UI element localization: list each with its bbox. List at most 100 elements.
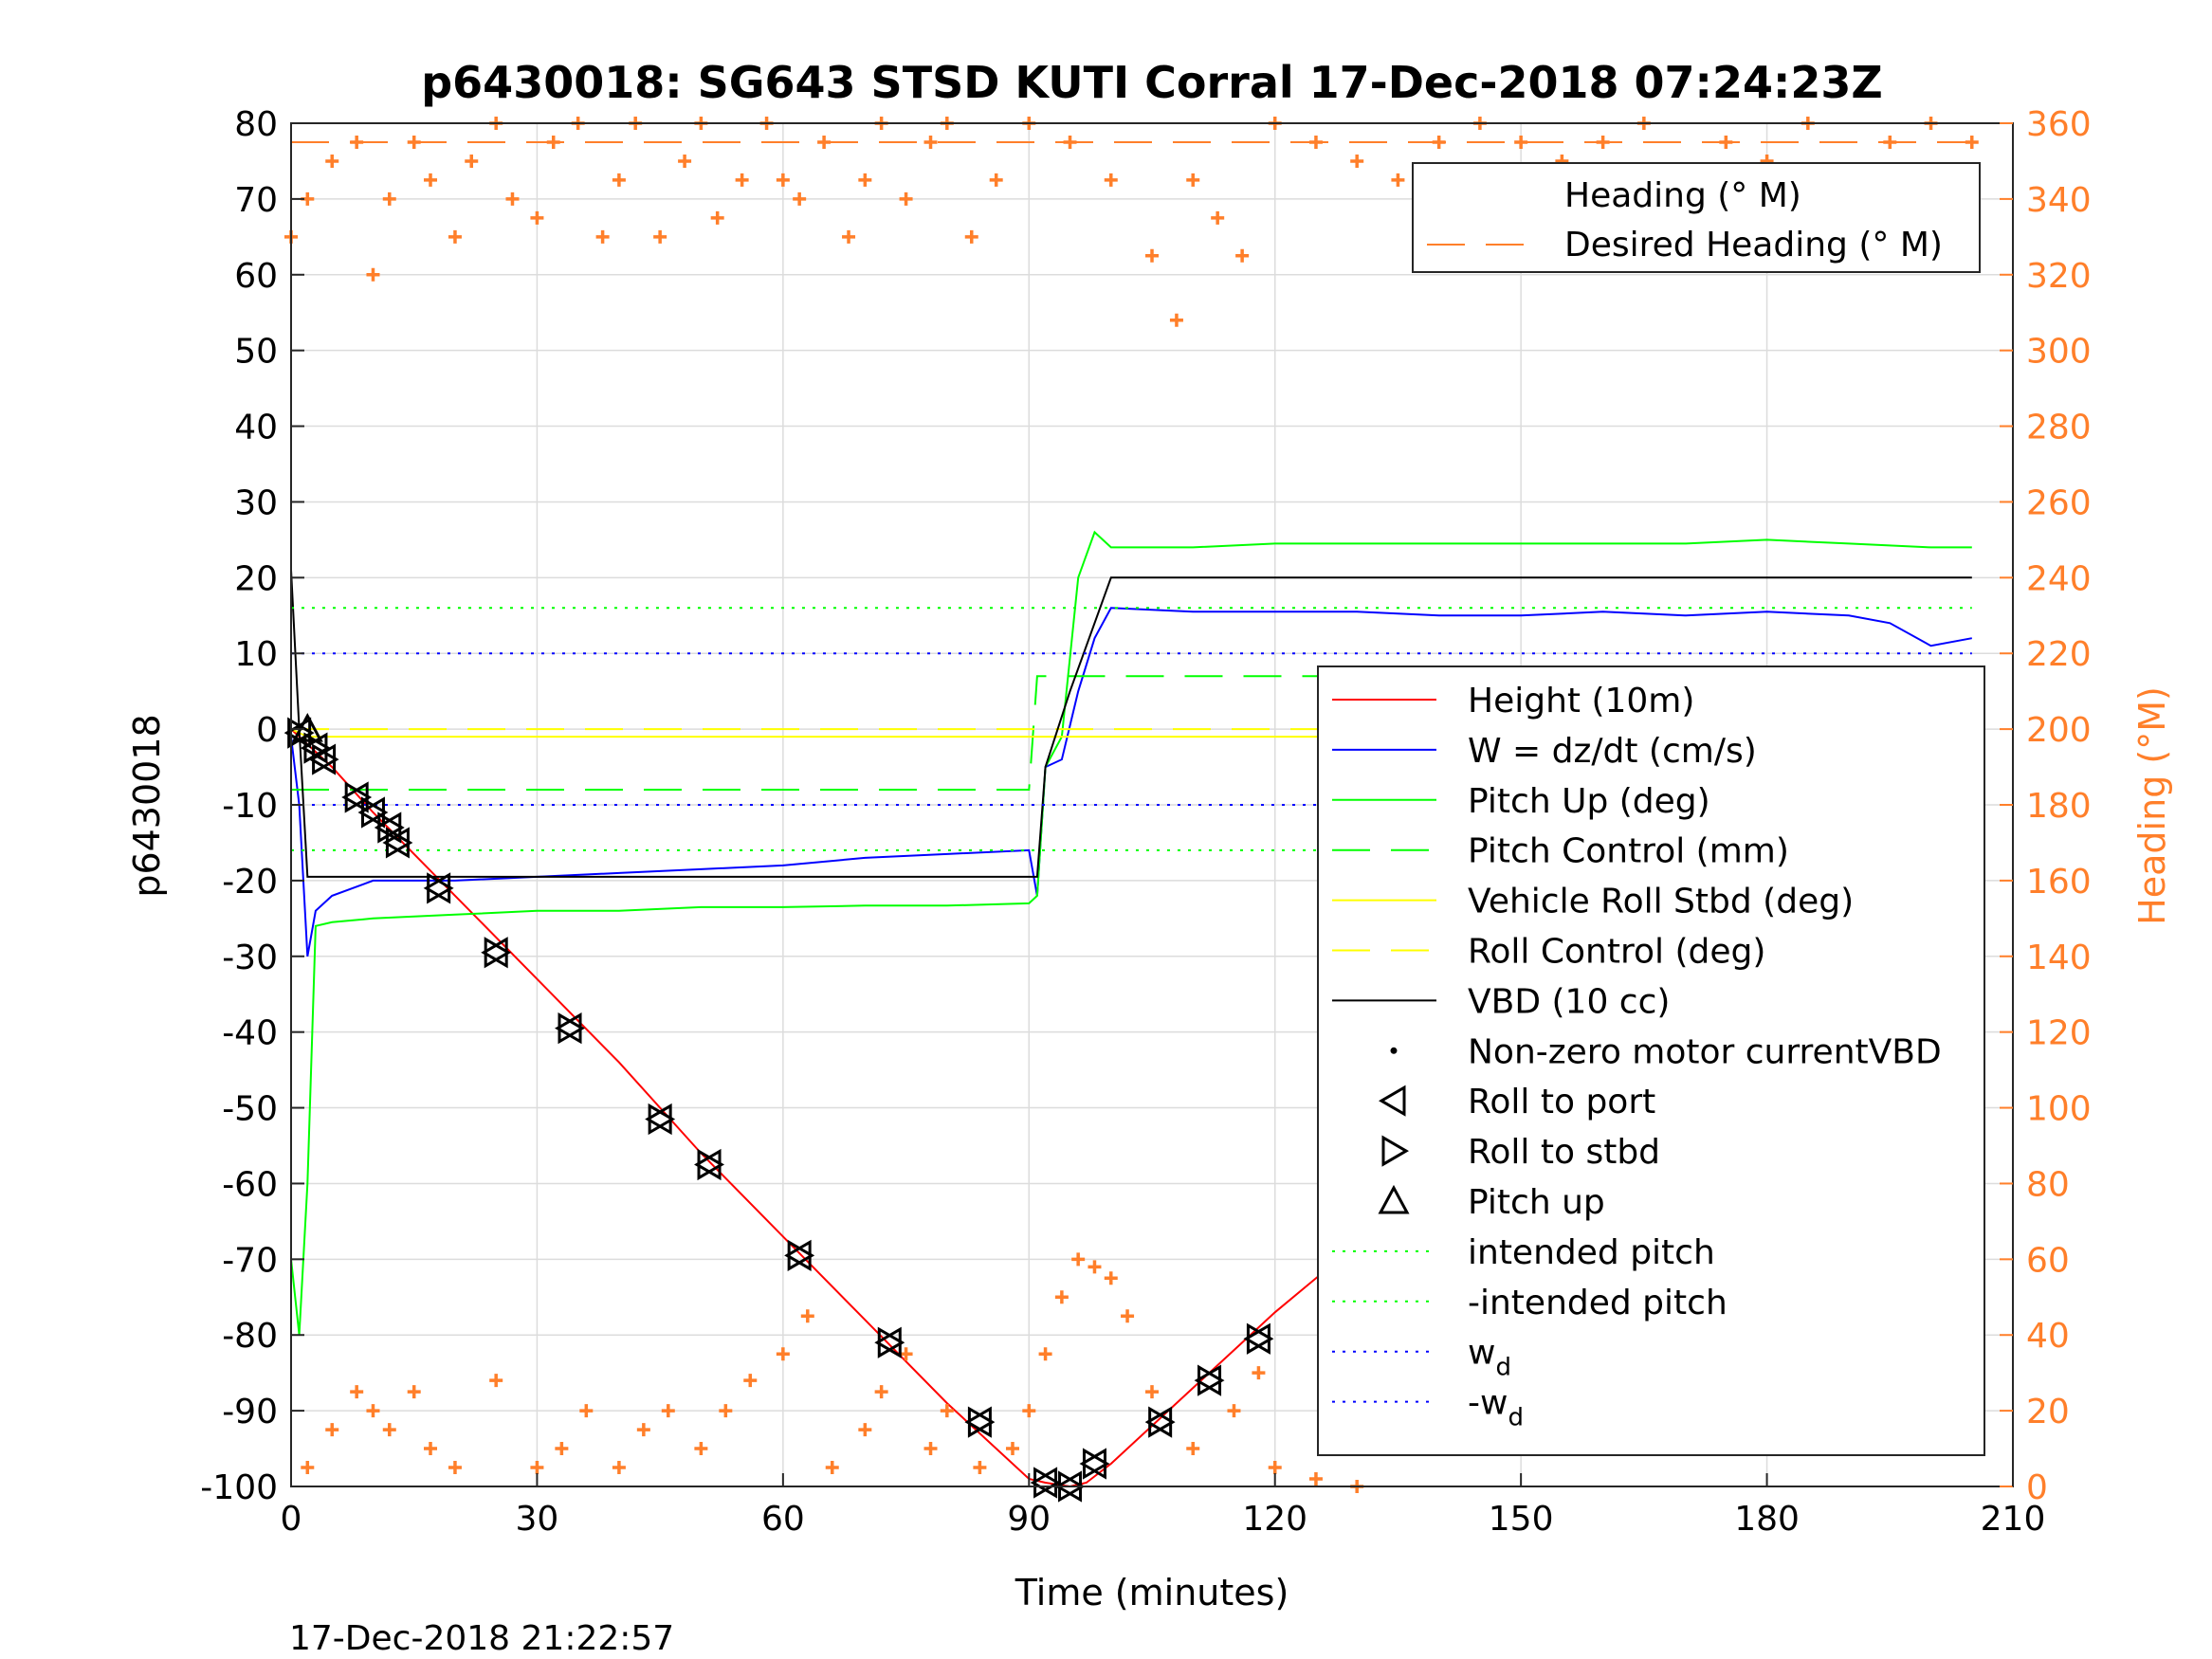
heading-point bbox=[1145, 1385, 1159, 1399]
heading-point bbox=[1308, 1472, 1323, 1486]
heading-point bbox=[1186, 1442, 1200, 1456]
y-right-tick-label: 120 bbox=[2026, 1014, 2092, 1053]
roll-to-stbd-marker bbox=[385, 827, 413, 859]
heading-point bbox=[555, 1442, 569, 1456]
left-axis-ticks: -100-90-80-70-60-50-40-30-20-10010203040… bbox=[200, 105, 304, 1507]
legend-swatch-point bbox=[1390, 1047, 1398, 1054]
heading-point bbox=[710, 210, 724, 225]
y-right-tick-label: 340 bbox=[2026, 181, 2092, 220]
heading-point bbox=[1514, 135, 1528, 149]
legend-label-subscript: d bbox=[1495, 1354, 1511, 1382]
heading-point bbox=[694, 1442, 708, 1456]
heading-point bbox=[899, 191, 913, 206]
heading-point bbox=[579, 1404, 594, 1418]
heading-point bbox=[366, 267, 380, 282]
roll-to-stbd-marker bbox=[360, 796, 389, 829]
legend-top-label: Heading (° M) bbox=[1564, 176, 1801, 215]
series-line bbox=[290, 570, 1972, 878]
y-right-tick-label: 200 bbox=[2026, 711, 2092, 750]
chart-title: p6430018: SG643 STSD KUTI Corral 17-Dec-… bbox=[421, 57, 1882, 108]
heading-point bbox=[842, 229, 856, 244]
y-axis-label: p6430018 bbox=[126, 714, 168, 897]
heading-point bbox=[825, 1461, 839, 1475]
legend-top: Heading (° M) Desired Heading (° M) bbox=[1412, 162, 1981, 273]
heading-point bbox=[1350, 154, 1364, 168]
heading-point bbox=[448, 229, 462, 244]
heading-point bbox=[964, 229, 978, 244]
x-axis-label: Time (minutes) bbox=[1015, 1572, 1289, 1613]
series-line bbox=[290, 607, 1972, 957]
y-axis-label-right: Heading (°M) bbox=[2131, 686, 2173, 925]
footer-timestamp: 17-Dec-2018 21:22:57 bbox=[289, 1619, 674, 1658]
y-tick-label: -100 bbox=[200, 1468, 278, 1507]
y-right-tick-label: 80 bbox=[2026, 1165, 2070, 1204]
roll-to-stbd-marker bbox=[877, 1326, 905, 1358]
roll-to-stbd-marker bbox=[1246, 1322, 1274, 1355]
heading-point bbox=[1121, 1309, 1135, 1323]
y-tick-label: -10 bbox=[222, 787, 278, 826]
roll-to-stbd-marker bbox=[1033, 1467, 1061, 1499]
y-tick-label: -20 bbox=[222, 863, 278, 902]
y-tick-label: -30 bbox=[222, 939, 278, 977]
heading-point bbox=[505, 191, 520, 206]
heading-point bbox=[661, 1404, 675, 1418]
y-right-tick-label: 40 bbox=[2026, 1317, 2070, 1356]
legend-label: Roll Control (deg) bbox=[1468, 933, 1765, 972]
heading-point bbox=[1005, 1442, 1019, 1456]
heading-point bbox=[793, 191, 807, 206]
x-tick-label: 60 bbox=[761, 1500, 805, 1539]
y-right-tick-label: 20 bbox=[2026, 1393, 2070, 1431]
heading-point bbox=[1104, 173, 1118, 187]
x-tick-label: 120 bbox=[1242, 1500, 1307, 1539]
y-tick-label: 50 bbox=[234, 333, 278, 372]
heading-point bbox=[1071, 1252, 1086, 1267]
bottom-axis-ticks: 0 30 60 90 120 150 180 210 bbox=[281, 1473, 2045, 1539]
roll-to-stbd-marker bbox=[1148, 1406, 1176, 1438]
heading-point bbox=[776, 1347, 790, 1361]
legend-label: -intended pitch bbox=[1468, 1284, 1728, 1322]
y-right-tick-label: 260 bbox=[2026, 483, 2092, 522]
heading-point bbox=[743, 1374, 758, 1388]
legend-label: Vehicle Roll Stbd (deg) bbox=[1468, 883, 1854, 921]
heading-point bbox=[1719, 135, 1733, 149]
heading-point bbox=[874, 1385, 888, 1399]
heading-point bbox=[350, 135, 364, 149]
heading-point bbox=[1965, 135, 1979, 149]
heading-point bbox=[1227, 1404, 1241, 1418]
y-tick-label: -80 bbox=[222, 1317, 278, 1356]
heading-point bbox=[1063, 135, 1077, 149]
x-tick-label: 180 bbox=[1734, 1500, 1800, 1539]
heading-point bbox=[973, 1461, 987, 1475]
roll-to-stbd-marker bbox=[344, 781, 373, 813]
legend-label: intended pitch bbox=[1468, 1233, 1715, 1272]
heading-point bbox=[1432, 135, 1446, 149]
roll-to-stbd-marker bbox=[558, 1012, 585, 1045]
heading-point bbox=[366, 1404, 380, 1418]
legend-label: W = dz/dt (cm/s) bbox=[1468, 732, 1757, 771]
heading-point bbox=[1211, 210, 1225, 225]
heading-point bbox=[1252, 1366, 1266, 1380]
heading-point bbox=[407, 135, 421, 149]
heading-point bbox=[1169, 313, 1183, 327]
heading-point bbox=[489, 1374, 503, 1388]
y-tick-label: 10 bbox=[234, 635, 278, 674]
legend-label: Non-zero motor currentVBD bbox=[1468, 1032, 1942, 1071]
heading-point bbox=[989, 173, 1003, 187]
y-tick-label: 70 bbox=[234, 181, 278, 220]
heading-point bbox=[1088, 1260, 1102, 1274]
legend-main-box bbox=[1317, 665, 1985, 1456]
legend-main: Height (10m) W = dz/dt (cm/s) Pitch Up (de… bbox=[1317, 665, 1985, 1456]
y-tick-label: 30 bbox=[234, 483, 278, 522]
roll-to-stbd-marker bbox=[484, 937, 512, 969]
legend-label: Pitch Up (deg) bbox=[1468, 782, 1710, 821]
legend-label: Pitch up bbox=[1468, 1183, 1605, 1222]
roll-to-stbd-marker bbox=[787, 1239, 815, 1271]
y-right-tick-label: 240 bbox=[2026, 559, 2092, 598]
heading-point bbox=[653, 229, 667, 244]
roll-to-stbd-marker bbox=[967, 1406, 996, 1438]
heading-point bbox=[899, 1347, 913, 1361]
heading-point bbox=[612, 173, 626, 187]
heading-point bbox=[1104, 1271, 1118, 1285]
series-line bbox=[291, 675, 1972, 791]
